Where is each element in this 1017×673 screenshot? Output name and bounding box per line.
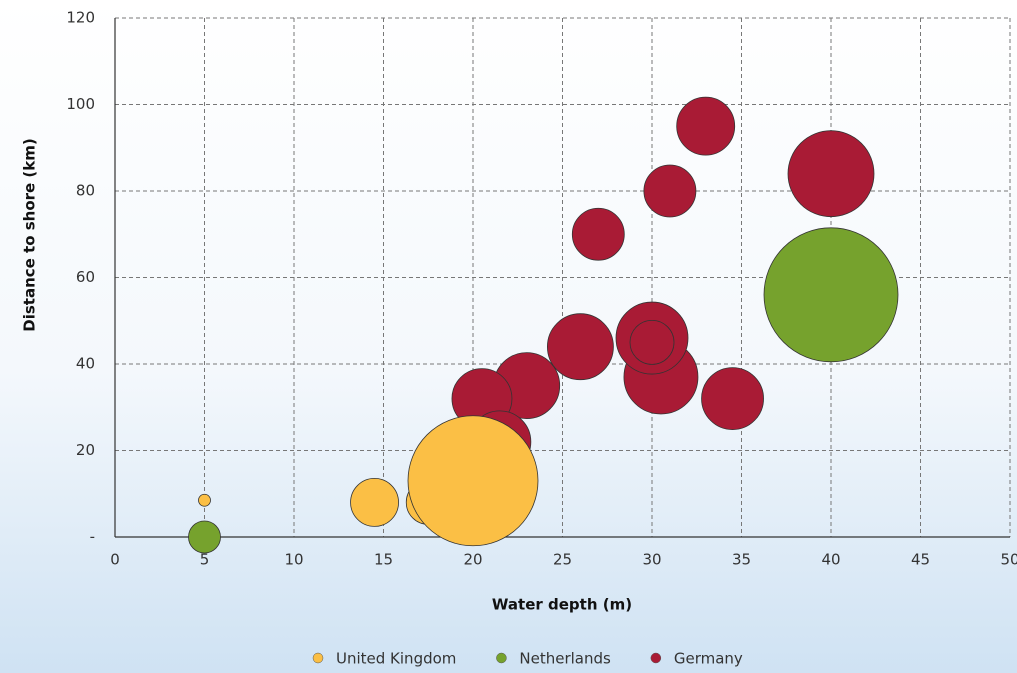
bubble — [350, 477, 399, 527]
legend-marker — [312, 652, 324, 664]
bubble — [188, 520, 221, 554]
legend-label: Germany — [674, 650, 743, 668]
legend-marker — [650, 652, 662, 664]
bubble — [547, 313, 614, 381]
legend-label: Netherlands — [519, 650, 611, 668]
x-tick-label: 45 — [911, 551, 930, 569]
bubble — [198, 493, 211, 507]
bubble — [787, 130, 875, 218]
x-tick-label: 30 — [642, 551, 661, 569]
y-tick-label: 80 — [76, 182, 95, 200]
y-axis-label: Distance to shore (km) — [21, 138, 39, 332]
y-tick-label: 120 — [66, 9, 95, 27]
bubble — [643, 164, 697, 218]
bubble — [407, 415, 539, 547]
x-tick-label: 20 — [463, 551, 482, 569]
x-tick-label: 40 — [821, 551, 840, 569]
y-tick-label: 40 — [76, 355, 95, 373]
x-tick-label: 15 — [374, 551, 393, 569]
y-tick-label: 100 — [66, 95, 95, 113]
bubble — [763, 227, 899, 363]
x-tick-label: 0 — [110, 551, 120, 569]
bubble — [701, 367, 764, 431]
x-tick-label: 25 — [553, 551, 572, 569]
bubble — [571, 207, 625, 261]
y-tick-label: - — [90, 528, 95, 546]
y-tick-label: 20 — [76, 441, 95, 459]
x-tick-label: 5 — [200, 551, 210, 569]
bubble — [629, 319, 675, 365]
x-tick-label: 50 — [1000, 551, 1017, 569]
bubble — [676, 96, 736, 156]
y-tick-label: 60 — [76, 268, 95, 286]
x-tick-label: 35 — [732, 551, 751, 569]
x-axis-label: Water depth (m) — [492, 596, 632, 614]
legend-label: United Kingdom — [336, 650, 456, 668]
legend-marker — [496, 652, 507, 664]
x-tick-label: 10 — [284, 551, 303, 569]
